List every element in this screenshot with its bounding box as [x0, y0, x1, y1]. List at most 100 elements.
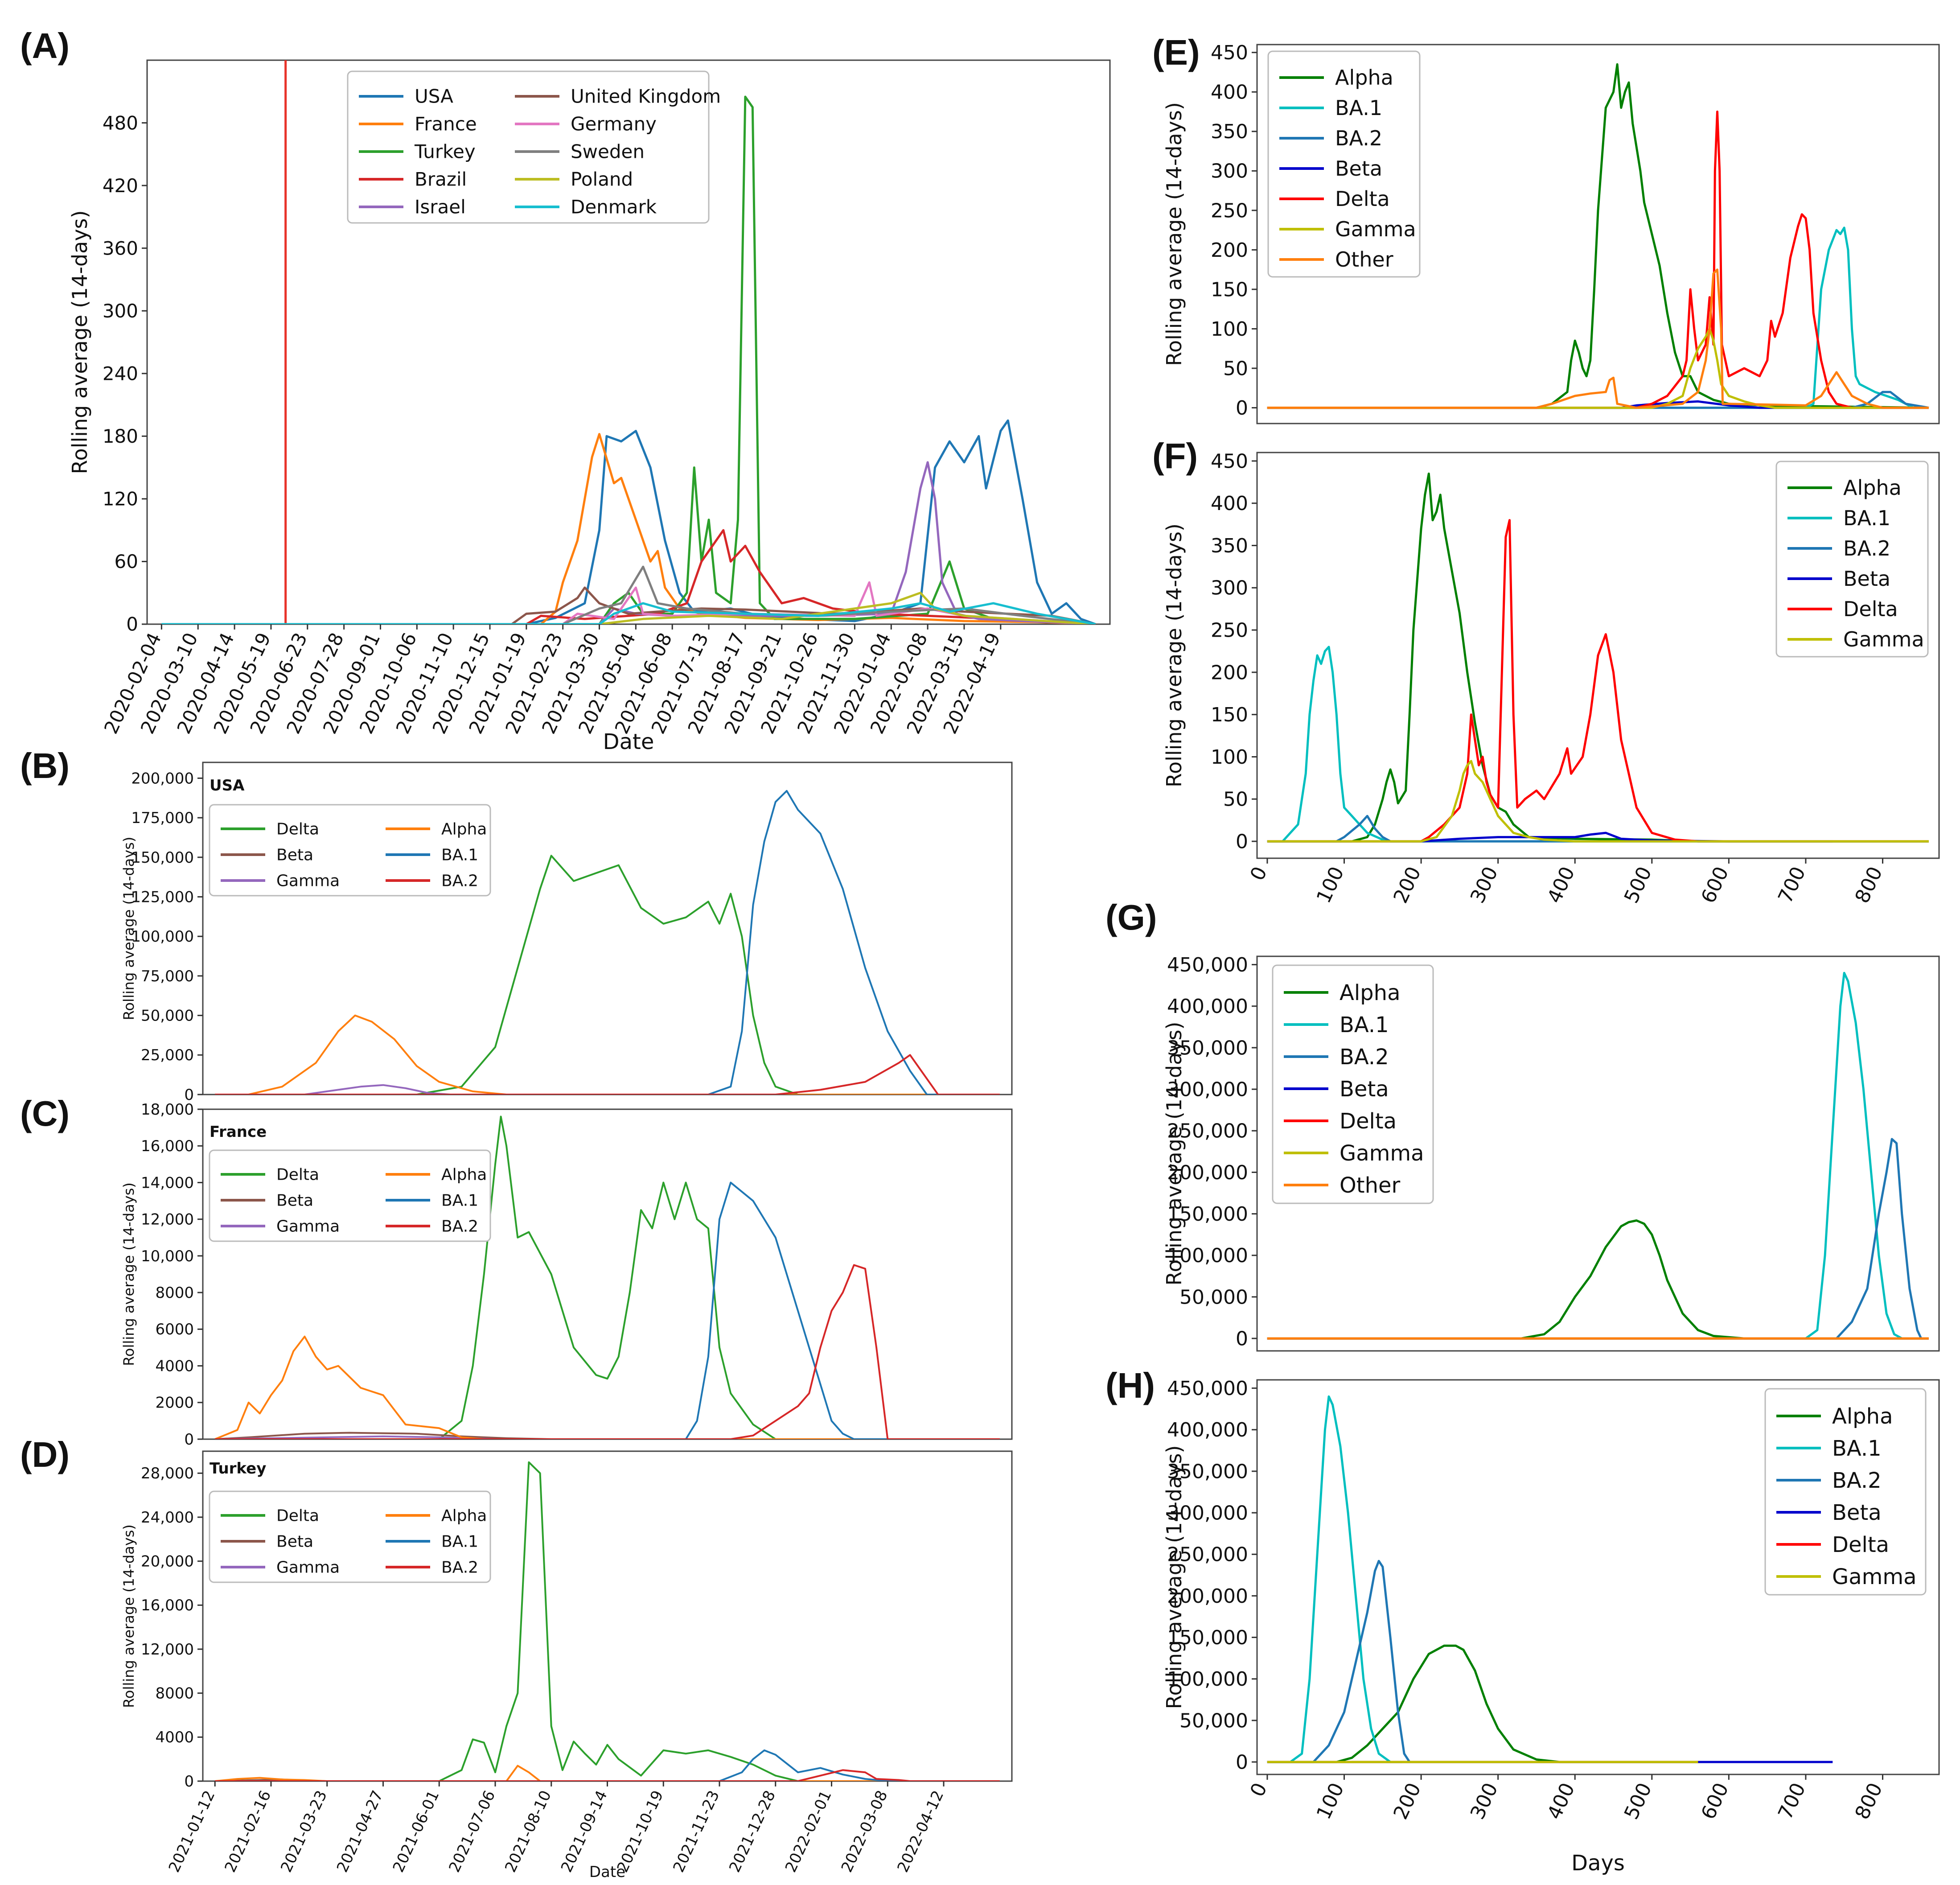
x-axis-label: Date	[589, 1863, 625, 1881]
y-tick-label: 450,000	[1167, 1377, 1248, 1400]
x-tick-label: 2021-10-19	[614, 1788, 667, 1875]
y-tick-label: 250,000	[1167, 1543, 1248, 1566]
series-line-alpha	[1267, 1219, 1929, 1340]
series-line-ba-1	[215, 1749, 1000, 1781]
plot-frame	[1256, 44, 1940, 424]
legend: Alpha BA.1 BA.2 Beta Delta Gamma Other	[1267, 50, 1421, 278]
plot-frame	[1256, 1379, 1940, 1775]
legend: Alpha BA.1 BA.2 Beta Delta Gamma Other	[1272, 964, 1434, 1204]
panel-c: (C) 0 2000 4000 6000 8000 10,000 12,000 14,000 16…	[20, 1094, 1013, 1449]
y-tick-label: 400,000	[1167, 995, 1248, 1018]
y-tick-label: 250,000	[1167, 1120, 1248, 1143]
x-tick-label: 0	[1246, 1779, 1272, 1800]
x-tick-label: 2022-03-08	[838, 1788, 892, 1875]
y-tick-label: 450,000	[1167, 954, 1248, 976]
y-tick-label: 450	[1211, 41, 1248, 64]
plot-frame	[1256, 955, 1940, 1352]
x-tick-label: 300	[1466, 863, 1503, 907]
legend-label-delta: Delta	[276, 820, 319, 839]
x-tick-label: 200	[1389, 863, 1426, 907]
series-line-france	[161, 433, 1096, 624]
x-tick-label: 2021-03-23	[277, 1788, 331, 1875]
series-line-alpha	[1267, 472, 1929, 843]
y-tick-label: 360	[103, 237, 138, 259]
legend-label-usa: USA	[415, 86, 453, 107]
y-tick-label: 400	[1211, 81, 1248, 104]
series-line-ba-1	[1267, 646, 1929, 843]
legend-label-turkey: Turkey	[414, 141, 476, 163]
y-tick-label: 150	[1211, 278, 1248, 301]
panel-label: (D)	[20, 1435, 70, 1474]
legend-label-beta: Beta	[1340, 1077, 1389, 1102]
y-axis-label: Rolling average (14-days)	[120, 1182, 137, 1366]
y-tick-label: 300,000	[1167, 1078, 1248, 1101]
legend-label-gamma: Gamma	[1843, 627, 1924, 651]
series-line-ba-2	[215, 1264, 1000, 1439]
y-tick-label: 0	[1236, 1327, 1248, 1350]
panel-g: (G) 0 50,000 100,000 150,000 200,000 250,000 30…	[1105, 897, 1940, 1352]
legend-label-alpha: Alpha	[441, 1507, 487, 1525]
legend-label-ba-2: BA.2	[441, 1559, 478, 1577]
y-tick-label: 150,000	[1167, 1203, 1248, 1226]
x-tick-label: 2022-04-12	[894, 1788, 947, 1875]
series-line-gamma	[215, 1435, 1000, 1439]
series-line-denmark	[161, 602, 1096, 624]
y-tick-label: 50,000	[1179, 1286, 1248, 1309]
series-line-gamma	[1267, 328, 1929, 409]
y-tick-label: 75,000	[141, 967, 194, 985]
x-tick-label: 2021-09-14	[558, 1788, 611, 1875]
legend-label-delta: Delta	[1335, 187, 1390, 211]
legend-label-ba-1: BA.1	[1340, 1012, 1389, 1037]
series-line-ba-1	[215, 1181, 1000, 1439]
panel-b: (B) 0 25,000 50,000 75,000 100,000 125,000 150,…	[20, 746, 1013, 1104]
y-tick-label: 350	[1211, 535, 1248, 557]
y-tick-label: 16,000	[141, 1597, 194, 1614]
legend-label-poland: Poland	[571, 169, 633, 190]
y-tick-label: 100	[1211, 318, 1248, 341]
x-tick-label: 2021-11-23	[670, 1788, 723, 1875]
series-line-gamma	[1267, 760, 1929, 843]
legend-label-other: Other	[1335, 247, 1393, 272]
x-tick-label: 2021-12-28	[726, 1788, 779, 1875]
panel-label: (F)	[1152, 436, 1198, 476]
legend-label-delta: Delta	[276, 1507, 319, 1525]
legend-label-beta: Beta	[1832, 1500, 1882, 1525]
x-tick-label: 100	[1312, 863, 1349, 907]
series-line-alpha	[1267, 1644, 1698, 1763]
y-tick-label: 60	[115, 551, 138, 572]
x-tick-label: 2021-08-10	[501, 1788, 555, 1875]
y-axis-label: Rolling average (14-days)	[1162, 102, 1186, 366]
legend: Delta Beta Gamma Alpha BA.1 BA.2	[209, 804, 491, 897]
legend-label-gamma: Gamma	[276, 1218, 340, 1236]
legend-label-france: France	[415, 113, 477, 135]
y-tick-label: 350	[1211, 120, 1248, 143]
series-line-united-kingdom	[161, 586, 1096, 624]
legend-label-alpha: Alpha	[441, 1166, 487, 1184]
y-tick-label: 400	[1211, 492, 1248, 515]
panel-label: (H)	[1105, 1366, 1155, 1405]
legend-label-gamma: Gamma	[276, 1559, 340, 1577]
legend: Delta Beta Gamma Alpha BA.1 BA.2	[209, 1490, 491, 1583]
x-tick-label: 300	[1466, 1779, 1503, 1823]
legend-label-alpha: Alpha	[1335, 66, 1393, 90]
legend-label-beta: Beta	[1335, 156, 1382, 181]
series-line-ba-2	[215, 1054, 1000, 1095]
legend-label-ba-1: BA.1	[1843, 506, 1890, 530]
x-tick-label: 400	[1543, 863, 1579, 907]
subplot-title: France	[210, 1123, 267, 1141]
y-tick-label: 120	[103, 488, 138, 510]
y-tick-label: 0	[1236, 397, 1248, 420]
legend-label-ba-2: BA.2	[441, 1218, 478, 1236]
x-tick-label: 0	[1246, 863, 1272, 884]
x-tick-label: 500	[1620, 1779, 1656, 1823]
y-tick-label: 100,000	[1167, 1668, 1248, 1691]
series-line-alpha	[215, 1014, 1000, 1095]
legend-label-delta: Delta	[276, 1166, 319, 1184]
y-tick-label: 25,000	[141, 1046, 194, 1064]
legend-label-delta: Delta	[1843, 597, 1898, 621]
x-axis-label: Date	[603, 729, 654, 754]
y-tick-label: 50,000	[1179, 1709, 1248, 1732]
y-tick-label: 24,000	[141, 1509, 194, 1527]
y-tick-label: 0	[184, 1431, 194, 1449]
y-tick-label: 150	[1211, 704, 1248, 726]
